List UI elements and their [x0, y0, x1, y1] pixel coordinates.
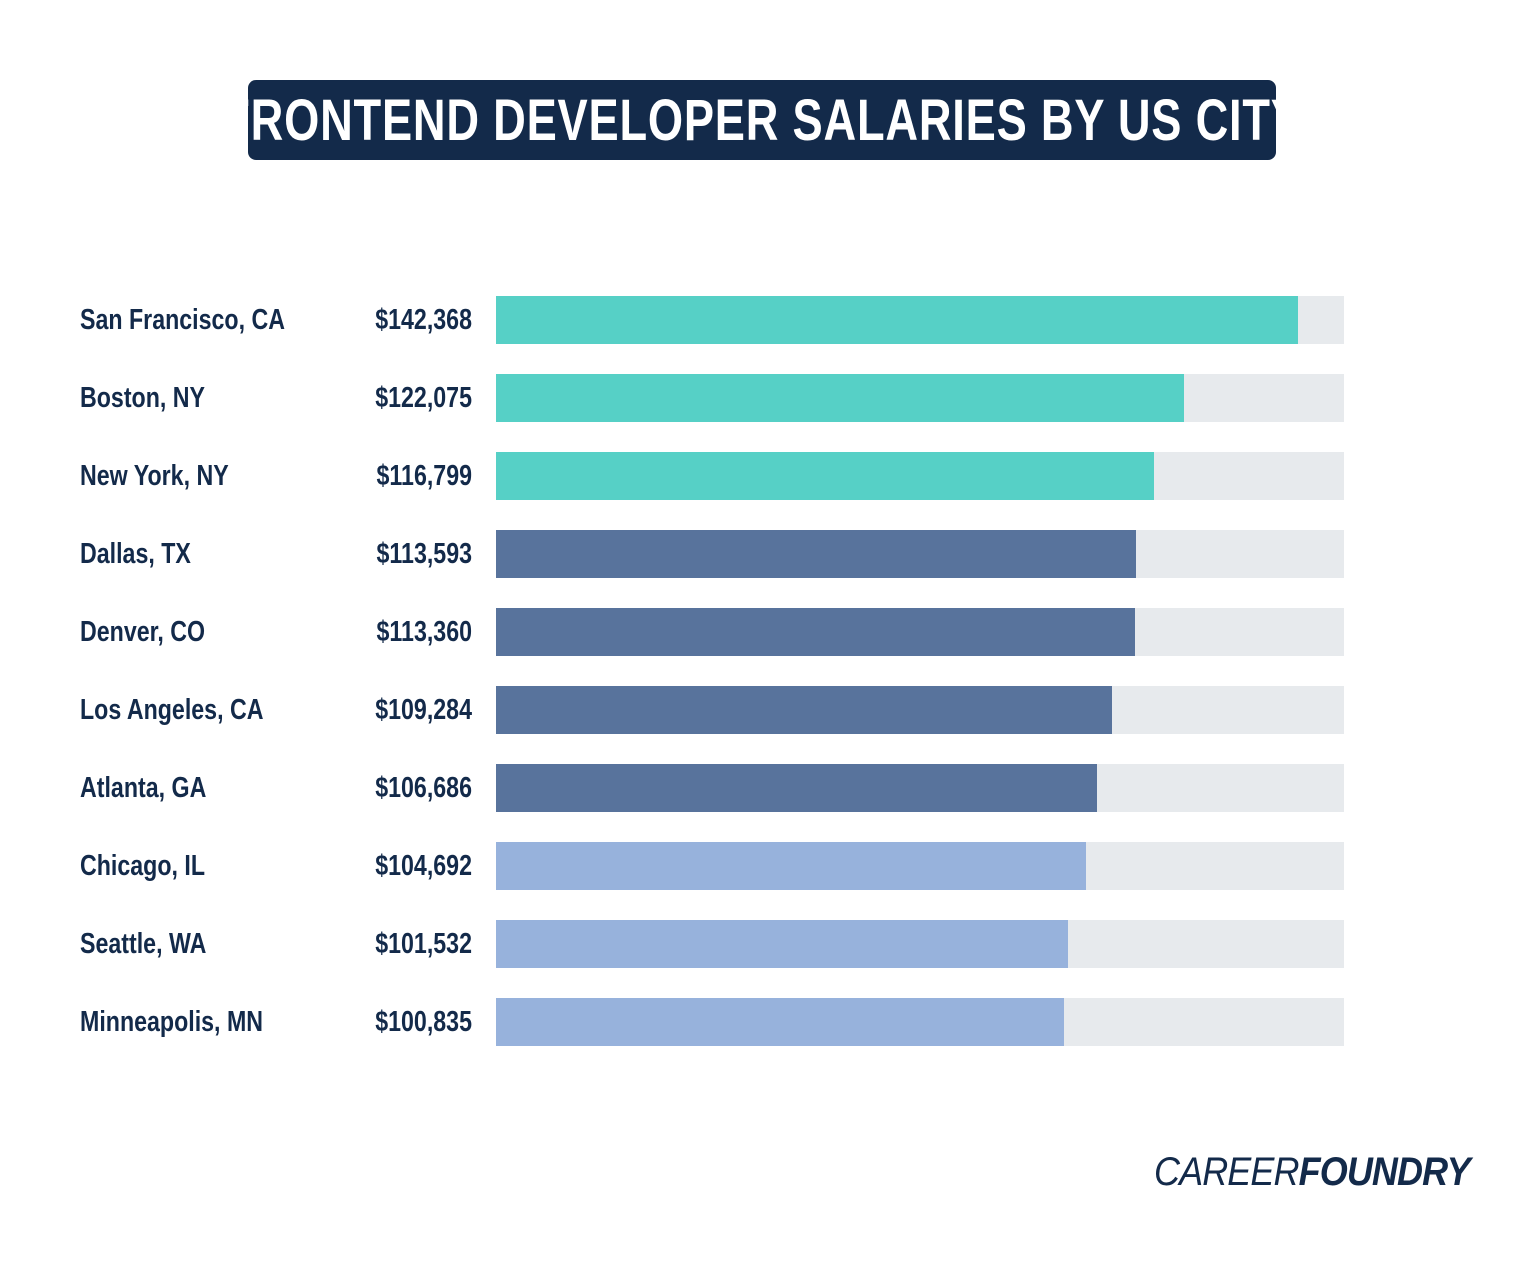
- bar: [496, 842, 1086, 890]
- category-label: Atlanta, GA: [80, 772, 207, 804]
- category-label: Los Angeles, CA: [80, 694, 264, 726]
- value-label: $142,368: [375, 304, 472, 336]
- chart-title: FRONTEND DEVELOPER SALARIES BY US CITY: [222, 87, 1302, 153]
- value-label: $100,835: [375, 1006, 472, 1038]
- value-label: $113,593: [376, 538, 472, 570]
- careerfoundry-logo: CAREERFOUNDRY: [1154, 1150, 1471, 1194]
- bar-track: [496, 764, 1344, 812]
- bar-track: [496, 608, 1344, 656]
- category-label: San Francisco, CA: [80, 304, 285, 336]
- value-label: $104,692: [375, 850, 472, 882]
- bar: [496, 998, 1065, 1046]
- bar: [496, 374, 1184, 422]
- bar-track: [496, 374, 1344, 422]
- bar: [496, 686, 1112, 734]
- value-label: $106,686: [375, 772, 472, 804]
- bar-track: [496, 920, 1344, 968]
- bar: [496, 920, 1069, 968]
- category-label: Minneapolis, MN: [80, 1006, 264, 1038]
- category-label: Boston, NY: [80, 382, 206, 414]
- category-label: Seattle, WA: [80, 928, 207, 960]
- value-label: $122,075: [375, 382, 472, 414]
- bar-track: [496, 998, 1344, 1046]
- bar-track: [496, 842, 1344, 890]
- category-label: Denver, CO: [80, 616, 206, 648]
- category-label: New York, NY: [80, 460, 229, 492]
- bar-track: [496, 530, 1344, 578]
- title-banner: FRONTEND DEVELOPER SALARIES BY US CITY: [222, 80, 1301, 160]
- bar: [496, 764, 1098, 812]
- value-label: $109,284: [375, 694, 472, 726]
- bar-track: [496, 296, 1344, 344]
- bar: [496, 608, 1135, 656]
- category-label: Dallas, TX: [80, 538, 191, 570]
- bar-track: [496, 452, 1344, 500]
- category-label: Chicago, IL: [80, 850, 206, 882]
- bar: [496, 452, 1155, 500]
- value-label: $116,799: [376, 460, 472, 492]
- bar: [496, 296, 1299, 344]
- value-label: $101,532: [375, 928, 472, 960]
- bar-track: [496, 686, 1344, 734]
- bar: [496, 530, 1137, 578]
- value-label: $113,360: [376, 616, 472, 648]
